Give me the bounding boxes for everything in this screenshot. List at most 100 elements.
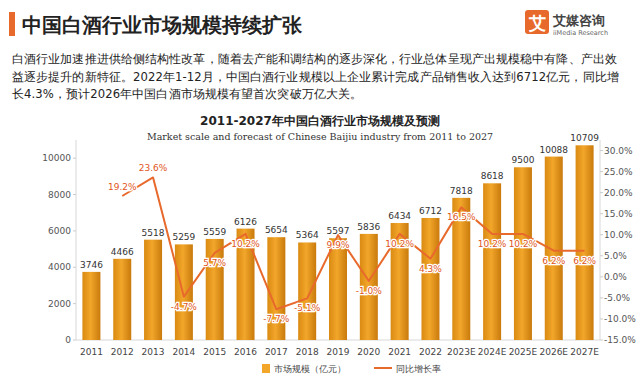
y2-tick [600, 340, 603, 341]
bar-label: 5518 [142, 228, 165, 238]
y2-tick [600, 150, 603, 151]
line-label: 16.5% [447, 212, 476, 222]
bar [514, 167, 532, 340]
logo-english: iiMedia Research [553, 29, 608, 37]
y2-axis-line [600, 140, 601, 340]
line-label: 5.7% [203, 258, 226, 268]
y2-tick-label: 15.0% [604, 209, 633, 219]
bar [329, 238, 347, 340]
y2-tick [600, 297, 603, 298]
line-label: 10.2% [231, 239, 260, 249]
y2-tick-label: 20.0% [604, 188, 633, 198]
bar-label: 5597 [327, 226, 350, 236]
legend-label: 同比增长率 [396, 364, 441, 374]
bar-label: 5259 [172, 232, 195, 242]
chart-title: 2011-2027年中国白酒行业市场规模及预测 [200, 114, 440, 128]
legend-label: 市场规模（亿元） [274, 364, 346, 374]
y-tick-label: 0 [65, 335, 71, 345]
y-tick [73, 194, 76, 195]
bar-label: 5559 [203, 227, 226, 237]
x-tick-label: 2018 [296, 347, 319, 357]
y2-tick-label: 10.0% [604, 230, 633, 240]
bar-label: 7818 [450, 186, 473, 196]
line-label: -7.7% [263, 314, 290, 324]
y2-tick-label: -15.0% [604, 335, 636, 345]
bar [175, 244, 193, 340]
y2-tick-label: -5.0% [604, 293, 631, 303]
x-tick-label: 2023E [447, 347, 476, 357]
x-tick-label: 2011 [80, 347, 103, 357]
line-label: -1.0% [356, 286, 383, 296]
y-tick [73, 340, 76, 341]
x-tick-label: 2021 [388, 347, 411, 357]
paragraph: 白酒行业加速推进供给侧结构性改革，随着去产能和调结构的逐步深化，行业总体呈现产出… [12, 51, 624, 104]
bar-label: 6434 [388, 211, 411, 221]
y-axis-line [76, 140, 77, 340]
x-tick-label: 2027E [570, 347, 599, 357]
bar-label: 3746 [80, 260, 103, 270]
line-label: -5.1% [294, 303, 321, 313]
bar-label: 10709 [570, 133, 599, 143]
y2-tick [600, 276, 603, 277]
logo-name: 艾媒咨询 [552, 13, 605, 28]
bar-label: 8618 [481, 171, 504, 181]
bar-label: 6126 [234, 217, 257, 227]
y-tick [73, 158, 76, 159]
line-label: 6.2% [542, 256, 565, 266]
page-title: 中国白酒行业市场规模持续扩张 [22, 13, 303, 37]
bar [267, 237, 285, 340]
line-label: 6.2% [573, 256, 596, 266]
line-label: 23.6% [139, 163, 168, 173]
x-tick-label: 2020 [357, 347, 380, 357]
line-label: 4.3% [419, 264, 442, 274]
y-tick-label: 6000 [48, 226, 71, 236]
legend-swatch-bar [262, 364, 270, 373]
bar-label: 5654 [265, 225, 288, 235]
y2-tick [600, 213, 603, 214]
y2-tick [600, 171, 603, 172]
x-tick-label: 2017 [265, 347, 288, 357]
bar [113, 259, 131, 340]
y2-tick-label: 5.0% [604, 251, 627, 261]
bar-label: 10088 [539, 145, 568, 155]
bar-label: 5836 [357, 222, 380, 232]
x-tick-label: 2024E [478, 347, 507, 357]
bar-label: 9500 [511, 155, 534, 165]
line-label: 10.2% [509, 239, 538, 249]
y-tick [73, 303, 76, 304]
line-label: 9.9% [327, 240, 350, 250]
y2-tick [600, 255, 603, 256]
y-tick-label: 4000 [48, 262, 71, 272]
x-tick-label: 2019 [327, 347, 350, 357]
bar [483, 183, 501, 340]
plot-area [82, 145, 593, 340]
line-label: -4.7% [171, 302, 198, 312]
header-accent [9, 12, 15, 36]
x-tick-label: 2015 [203, 347, 226, 357]
bar-label: 4466 [111, 247, 134, 257]
bar-label: 6712 [419, 206, 442, 216]
y2-tick [600, 318, 603, 319]
x-tick-label: 2013 [142, 347, 165, 357]
x-tick-label: 2025E [509, 347, 538, 357]
logo-mark: 艾 [528, 13, 546, 33]
y2-tick-label: -10.0% [604, 314, 636, 324]
legend-swatch-line [374, 367, 392, 369]
x-tick-label: 2014 [172, 347, 195, 357]
x-tick-label: 2026E [539, 347, 568, 357]
y-tick [73, 267, 76, 268]
chart-subtitle: Market scale and forecast of Chinese Bai… [147, 131, 493, 142]
bar-label: 5364 [296, 230, 319, 240]
line-label: 10.2% [385, 239, 414, 249]
growth-line [122, 177, 584, 309]
x-tick-label: 2016 [234, 347, 257, 357]
y-tick-label: 10000 [42, 153, 71, 163]
y2-tick-label: 25.0% [604, 167, 633, 177]
x-tick-label: 2012 [111, 347, 134, 357]
y-tick-label: 2000 [48, 299, 71, 309]
y2-tick [600, 234, 603, 235]
line-label: 19.2% [108, 182, 137, 192]
x-tick-label: 2022 [419, 347, 442, 357]
line-label: 10.2% [478, 239, 507, 249]
y-tick-label: 8000 [48, 190, 71, 200]
